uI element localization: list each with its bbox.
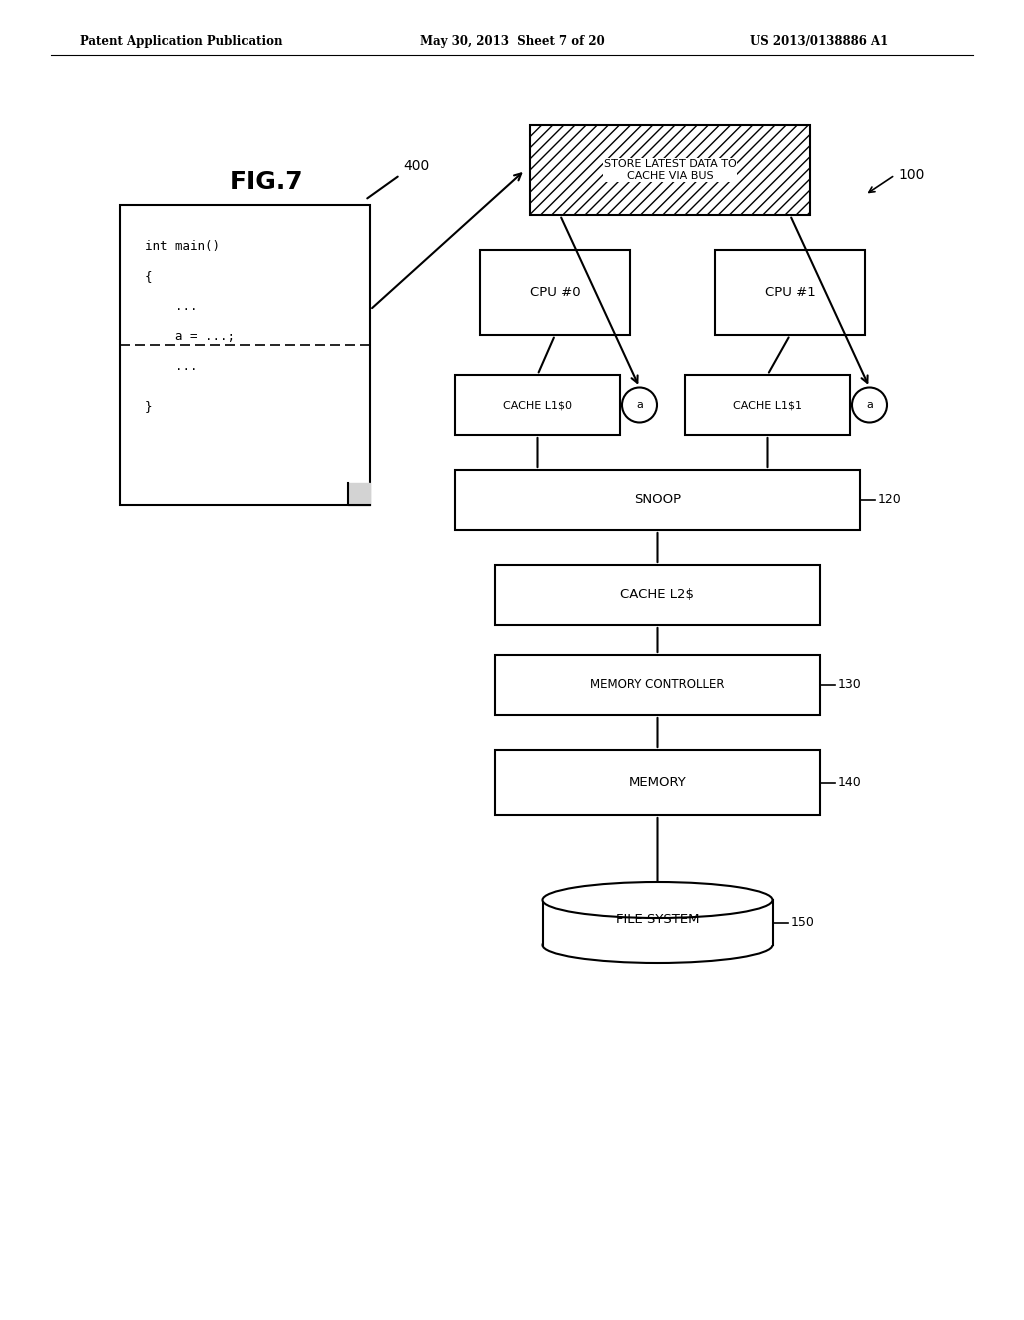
Text: FILE SYSTEM: FILE SYSTEM bbox=[615, 913, 699, 927]
Text: May 30, 2013  Sheet 7 of 20: May 30, 2013 Sheet 7 of 20 bbox=[420, 36, 605, 48]
Text: ...: ... bbox=[145, 300, 198, 313]
Text: STORE LATEST DATA TO
CACHE VIA BUS: STORE LATEST DATA TO CACHE VIA BUS bbox=[603, 160, 736, 181]
FancyBboxPatch shape bbox=[715, 249, 865, 335]
FancyBboxPatch shape bbox=[543, 900, 772, 945]
Text: 150: 150 bbox=[791, 916, 814, 929]
FancyBboxPatch shape bbox=[455, 470, 860, 531]
Text: a: a bbox=[636, 400, 643, 411]
Text: US 2013/0138886 A1: US 2013/0138886 A1 bbox=[750, 36, 888, 48]
Text: CACHE L1$1: CACHE L1$1 bbox=[733, 400, 802, 411]
Ellipse shape bbox=[543, 927, 772, 964]
FancyBboxPatch shape bbox=[480, 249, 630, 335]
Text: 130: 130 bbox=[838, 678, 862, 692]
Text: a = ...;: a = ...; bbox=[145, 330, 234, 343]
Text: 100: 100 bbox=[898, 168, 925, 182]
Text: CACHE L2$: CACHE L2$ bbox=[621, 589, 694, 602]
FancyBboxPatch shape bbox=[495, 750, 820, 814]
Text: ...: ... bbox=[145, 360, 198, 374]
FancyBboxPatch shape bbox=[495, 565, 820, 624]
Text: 120: 120 bbox=[878, 494, 902, 507]
Text: Patent Application Publication: Patent Application Publication bbox=[80, 36, 283, 48]
Text: FIG.7: FIG.7 bbox=[230, 170, 304, 194]
FancyBboxPatch shape bbox=[120, 205, 370, 506]
Text: 400: 400 bbox=[403, 158, 429, 173]
FancyBboxPatch shape bbox=[530, 125, 810, 215]
Text: }: } bbox=[145, 400, 153, 413]
Polygon shape bbox=[348, 483, 370, 506]
Text: CACHE L1$0: CACHE L1$0 bbox=[503, 400, 572, 411]
FancyBboxPatch shape bbox=[685, 375, 850, 436]
Text: {: { bbox=[145, 271, 153, 282]
Text: MEMORY CONTROLLER: MEMORY CONTROLLER bbox=[590, 678, 725, 692]
Ellipse shape bbox=[543, 882, 772, 917]
Text: MEMORY: MEMORY bbox=[629, 776, 686, 789]
FancyBboxPatch shape bbox=[495, 655, 820, 715]
Text: SNOOP: SNOOP bbox=[634, 494, 681, 507]
Text: CPU #0: CPU #0 bbox=[529, 286, 581, 300]
Text: CPU #1: CPU #1 bbox=[765, 286, 815, 300]
Text: 140: 140 bbox=[838, 776, 862, 789]
Text: int main(): int main() bbox=[145, 240, 220, 253]
Text: a: a bbox=[866, 400, 872, 411]
FancyBboxPatch shape bbox=[455, 375, 620, 436]
